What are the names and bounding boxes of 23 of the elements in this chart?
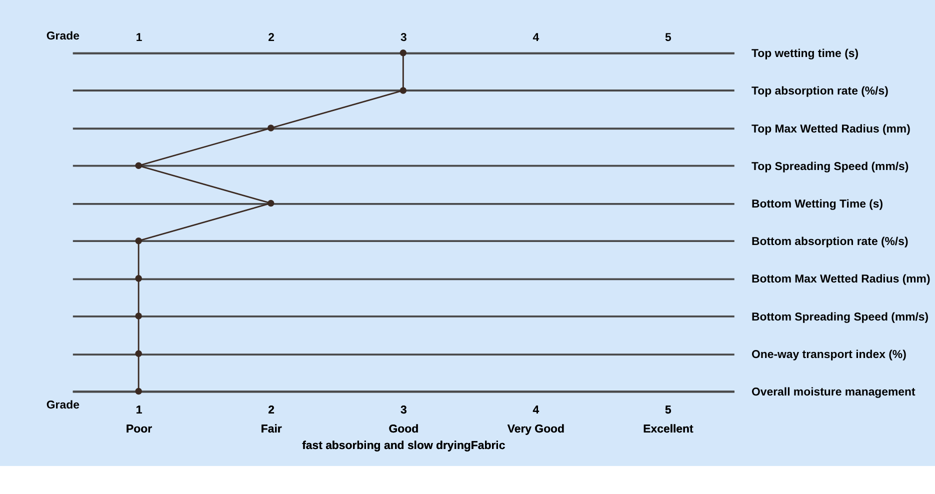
x-axis-title: fast absorbing and slow dryingFabric [302, 440, 506, 452]
x-tick-label: 4 Very Good [507, 404, 565, 436]
y-tick-label: One-way transport index (%) [752, 348, 907, 361]
x-tick-label: 2 Fair [260, 404, 282, 436]
x2-tick-label: 3 [400, 32, 407, 44]
x-tick-label: 3 Good [388, 404, 419, 436]
annotation: Grade [46, 30, 80, 43]
y-tick-label: Top Max Wetted Radius (mm) [752, 123, 911, 136]
y-tick-label: Bottom Wetting Time (s) [752, 198, 884, 211]
y-tick-label: Bottom Max Wetted Radius (mm) [752, 274, 930, 286]
x2-tick-label: 1 [136, 32, 143, 44]
x-tick-label: 1 Poor [126, 404, 153, 436]
y-tick-label: Bottom Spreading Speed (mm/s) [752, 311, 929, 324]
x2-tick-label: 4 [532, 32, 540, 44]
x2-tick-label: 2 [268, 32, 275, 44]
y-tick-label: Top absorption rate (%/s) [752, 86, 889, 98]
y-tick-label: Bottom absorption rate (%/s) [752, 236, 908, 248]
annotation: Grade [46, 399, 80, 412]
y-tick-label: Top Spreading Speed (mm/s) [752, 160, 909, 173]
y-tick-label: Top wetting time (s) [752, 48, 859, 60]
x2-tick-label: 5 [665, 32, 672, 44]
y-tick-label: Overall moisture management [752, 386, 916, 399]
x-tick-label: 5 Excellent [643, 404, 694, 436]
